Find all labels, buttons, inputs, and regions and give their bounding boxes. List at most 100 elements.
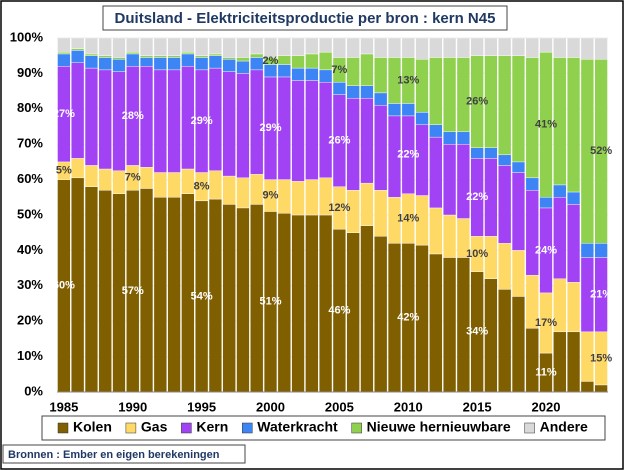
bar-segment	[208, 37, 222, 55]
bar-segment	[525, 190, 539, 276]
bar-segment	[112, 57, 126, 60]
y-tick-label: 100%	[10, 29, 44, 44]
legend-label: Nieuwe hernieuwbare	[367, 419, 511, 435]
bar-segment	[57, 53, 71, 67]
data-label: 28%	[122, 110, 144, 122]
bar-segment	[594, 384, 608, 393]
y-tick-label: 40%	[17, 242, 43, 257]
data-label: 8%	[194, 181, 210, 193]
bar-segment	[566, 191, 581, 205]
bar-segment	[470, 37, 484, 56]
chart-title: Duitsland - Elektriciteitsproductie per …	[115, 10, 496, 27]
bar-segment	[456, 57, 470, 133]
bar-segment	[594, 37, 608, 60]
bar-segment	[580, 243, 594, 258]
bar-segment	[484, 37, 498, 56]
bar-segment	[305, 37, 319, 55]
x-tick-label: 2010	[394, 399, 423, 414]
bar-segment	[250, 174, 264, 205]
bar-segment	[511, 55, 526, 163]
bar-segment	[332, 37, 346, 58]
bar-segment	[112, 37, 126, 58]
legend-label: Andere	[540, 419, 588, 435]
bar-segment	[236, 60, 250, 74]
bar-segment	[139, 57, 154, 67]
bar-segment	[236, 73, 250, 179]
bar-segment	[525, 328, 539, 393]
data-label: 22%	[466, 191, 488, 203]
bar-segment	[511, 161, 526, 173]
bar-segment	[250, 37, 264, 55]
bar-segment	[456, 37, 470, 58]
data-label: 11%	[535, 366, 557, 378]
bar-segment	[84, 165, 99, 187]
bar-segment	[139, 167, 154, 189]
bar-segment	[71, 37, 85, 49]
bar-segment	[401, 103, 415, 117]
bar-segment	[360, 225, 374, 393]
bar-segment	[580, 381, 594, 393]
bar-segment	[511, 172, 526, 251]
bar-segment	[84, 186, 99, 393]
y-tick-label: 30%	[17, 277, 43, 292]
bar-segment	[360, 85, 374, 99]
bar-segment	[553, 197, 567, 279]
bar-segment	[98, 168, 112, 191]
x-tick-label: 2015	[463, 399, 492, 414]
bar-segment	[443, 143, 457, 216]
bar-segment	[456, 131, 470, 145]
bar-segment	[153, 57, 167, 71]
bar-segment	[594, 243, 608, 258]
bar-segment	[222, 37, 236, 58]
bar-segment	[250, 53, 264, 58]
bar-segment	[195, 37, 209, 56]
bar-segment	[498, 37, 512, 56]
data-label: 13%	[397, 74, 419, 86]
legend-label: Gas	[141, 419, 168, 435]
bar-segment	[153, 197, 167, 393]
data-label: 9%	[263, 189, 279, 201]
bar-segment	[167, 197, 181, 393]
data-label: 29%	[259, 122, 281, 134]
legend-swatch	[181, 422, 192, 434]
y-tick-label: 80%	[17, 100, 43, 115]
bar-segment	[112, 59, 126, 72]
bar-segment	[429, 124, 443, 138]
bar-segment	[153, 69, 167, 173]
bar-segment	[360, 37, 374, 55]
bar-segment	[374, 236, 388, 393]
data-label: 51%	[259, 296, 281, 308]
x-tick-label: 2005	[325, 399, 354, 414]
bar-segment	[291, 55, 305, 69]
y-tick-label: 20%	[17, 313, 43, 328]
bar-segment	[415, 37, 429, 60]
bar-segment	[84, 67, 99, 166]
source-box	[2, 444, 246, 464]
bar-segment	[374, 105, 388, 191]
bar-segment	[291, 37, 305, 56]
data-label: 27%	[53, 108, 75, 120]
bar-segment	[181, 53, 195, 67]
bar-segment	[277, 64, 291, 78]
bar-segment	[319, 51, 333, 71]
y-tick-label: 0%	[24, 383, 43, 398]
bar-segment	[443, 57, 457, 133]
bar-segment	[387, 103, 402, 117]
bar-segment	[139, 37, 154, 56]
bar-segment	[195, 57, 209, 71]
bar-segment	[208, 170, 222, 200]
bar-segment	[305, 80, 319, 180]
bar-segment	[566, 37, 581, 58]
data-label: 26%	[466, 96, 488, 108]
data-label: 54%	[191, 290, 213, 302]
bar-segment	[98, 37, 112, 56]
bar-segment	[553, 331, 567, 393]
y-tick-label: 90%	[17, 65, 43, 80]
bar-segment	[360, 182, 374, 226]
data-label: 60%	[53, 280, 75, 292]
bar-segment	[539, 197, 553, 209]
legend-label: Waterkracht	[257, 419, 338, 435]
bar-segment	[346, 57, 360, 86]
bar-segment	[319, 69, 333, 83]
